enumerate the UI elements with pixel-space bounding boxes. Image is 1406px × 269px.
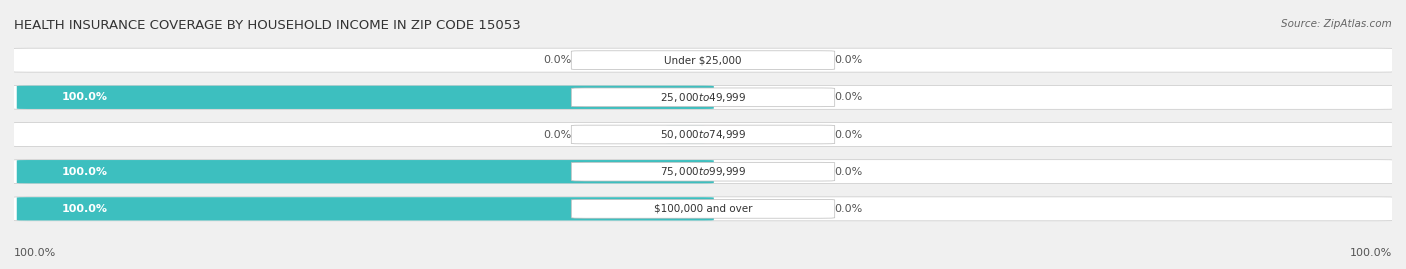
FancyBboxPatch shape [702,89,740,106]
Text: 100.0%: 100.0% [62,204,107,214]
FancyBboxPatch shape [702,163,740,180]
FancyBboxPatch shape [666,51,704,69]
Text: 0.0%: 0.0% [835,167,863,177]
Text: 100.0%: 100.0% [62,92,107,102]
FancyBboxPatch shape [702,51,740,69]
Text: 0.0%: 0.0% [835,55,863,65]
FancyBboxPatch shape [571,51,835,69]
FancyBboxPatch shape [571,88,835,107]
Text: $75,000 to $99,999: $75,000 to $99,999 [659,165,747,178]
Text: 0.0%: 0.0% [543,55,571,65]
FancyBboxPatch shape [666,126,704,143]
FancyBboxPatch shape [11,85,1395,109]
FancyBboxPatch shape [17,197,714,221]
Text: 0.0%: 0.0% [543,129,571,140]
Text: 0.0%: 0.0% [835,92,863,102]
Text: 0.0%: 0.0% [835,204,863,214]
FancyBboxPatch shape [11,197,1395,221]
Text: Source: ZipAtlas.com: Source: ZipAtlas.com [1281,19,1392,29]
FancyBboxPatch shape [11,123,1395,146]
Text: 100.0%: 100.0% [1350,248,1392,258]
Text: HEALTH INSURANCE COVERAGE BY HOUSEHOLD INCOME IN ZIP CODE 15053: HEALTH INSURANCE COVERAGE BY HOUSEHOLD I… [14,19,520,32]
Text: $25,000 to $49,999: $25,000 to $49,999 [659,91,747,104]
FancyBboxPatch shape [702,126,740,143]
FancyBboxPatch shape [11,48,1395,72]
FancyBboxPatch shape [17,160,714,183]
Text: $50,000 to $74,999: $50,000 to $74,999 [659,128,747,141]
FancyBboxPatch shape [571,200,835,218]
Text: 0.0%: 0.0% [835,129,863,140]
FancyBboxPatch shape [702,200,740,218]
FancyBboxPatch shape [571,125,835,144]
FancyBboxPatch shape [571,162,835,181]
FancyBboxPatch shape [17,86,714,109]
Text: Under $25,000: Under $25,000 [664,55,742,65]
Text: 100.0%: 100.0% [62,167,107,177]
Text: $100,000 and over: $100,000 and over [654,204,752,214]
FancyBboxPatch shape [11,160,1395,184]
Text: 100.0%: 100.0% [14,248,56,258]
